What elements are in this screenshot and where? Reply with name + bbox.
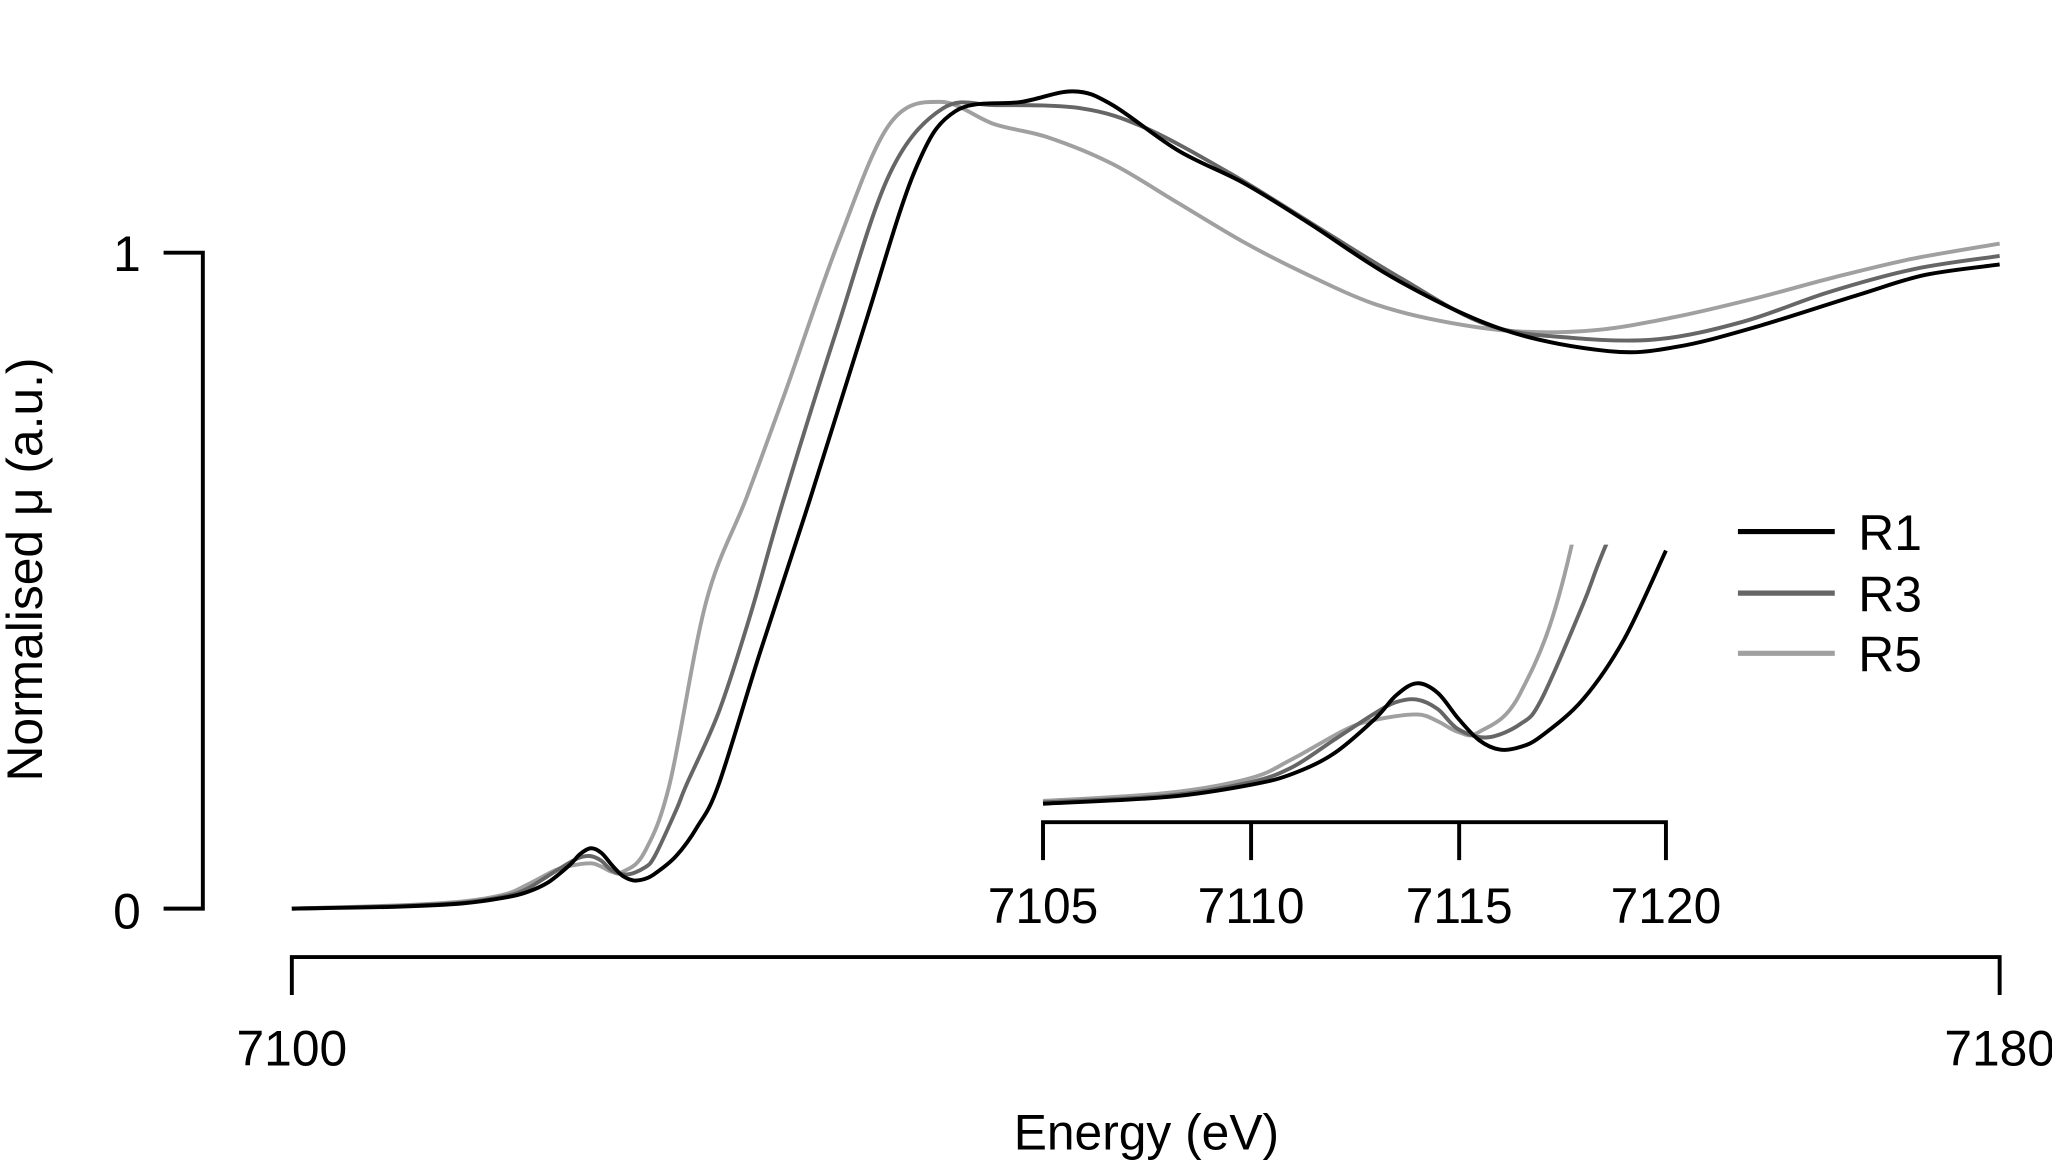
x-axis-line	[289, 955, 2002, 996]
inset-series-line-r3	[1042, 544, 1609, 805]
inset-series-line-r1	[1042, 549, 1668, 806]
inset-plot-lines	[1042, 544, 1668, 806]
series-line-r3	[291, 100, 2000, 911]
x-tick-label-7100: 7100	[237, 1021, 348, 1077]
legend-label-r5: R5	[1858, 627, 1922, 683]
x-tick-label-7180: 7180	[1944, 1021, 2052, 1077]
inset-x-tick-label-7110: 7110	[1198, 878, 1305, 934]
series-line-r5	[291, 99, 2000, 911]
legend-label-r1: R1	[1858, 505, 1922, 561]
y-axis-line	[163, 250, 205, 911]
inset-x-tick-label-7115: 7115	[1406, 878, 1513, 934]
inset-x-axis-line	[1041, 820, 1668, 861]
inset-x-tick-label-7120: 7120	[1611, 878, 1722, 934]
y-tick-label-0: 0	[113, 883, 141, 939]
inset-series-line-r5	[1042, 544, 1574, 803]
y-axis-label: Normalised μ (a.u.)	[0, 358, 53, 782]
main-plot-lines	[291, 89, 2000, 911]
series-line-r1	[291, 89, 2000, 911]
legend-label-r3: R3	[1858, 566, 1922, 622]
legend: R1 R3 R5	[1737, 505, 1922, 683]
inset-x-tick-label-7105: 7105	[988, 878, 1099, 934]
y-tick-label-1: 1	[113, 226, 141, 282]
x-axis-label: Energy (eV)	[1014, 1105, 1279, 1160]
